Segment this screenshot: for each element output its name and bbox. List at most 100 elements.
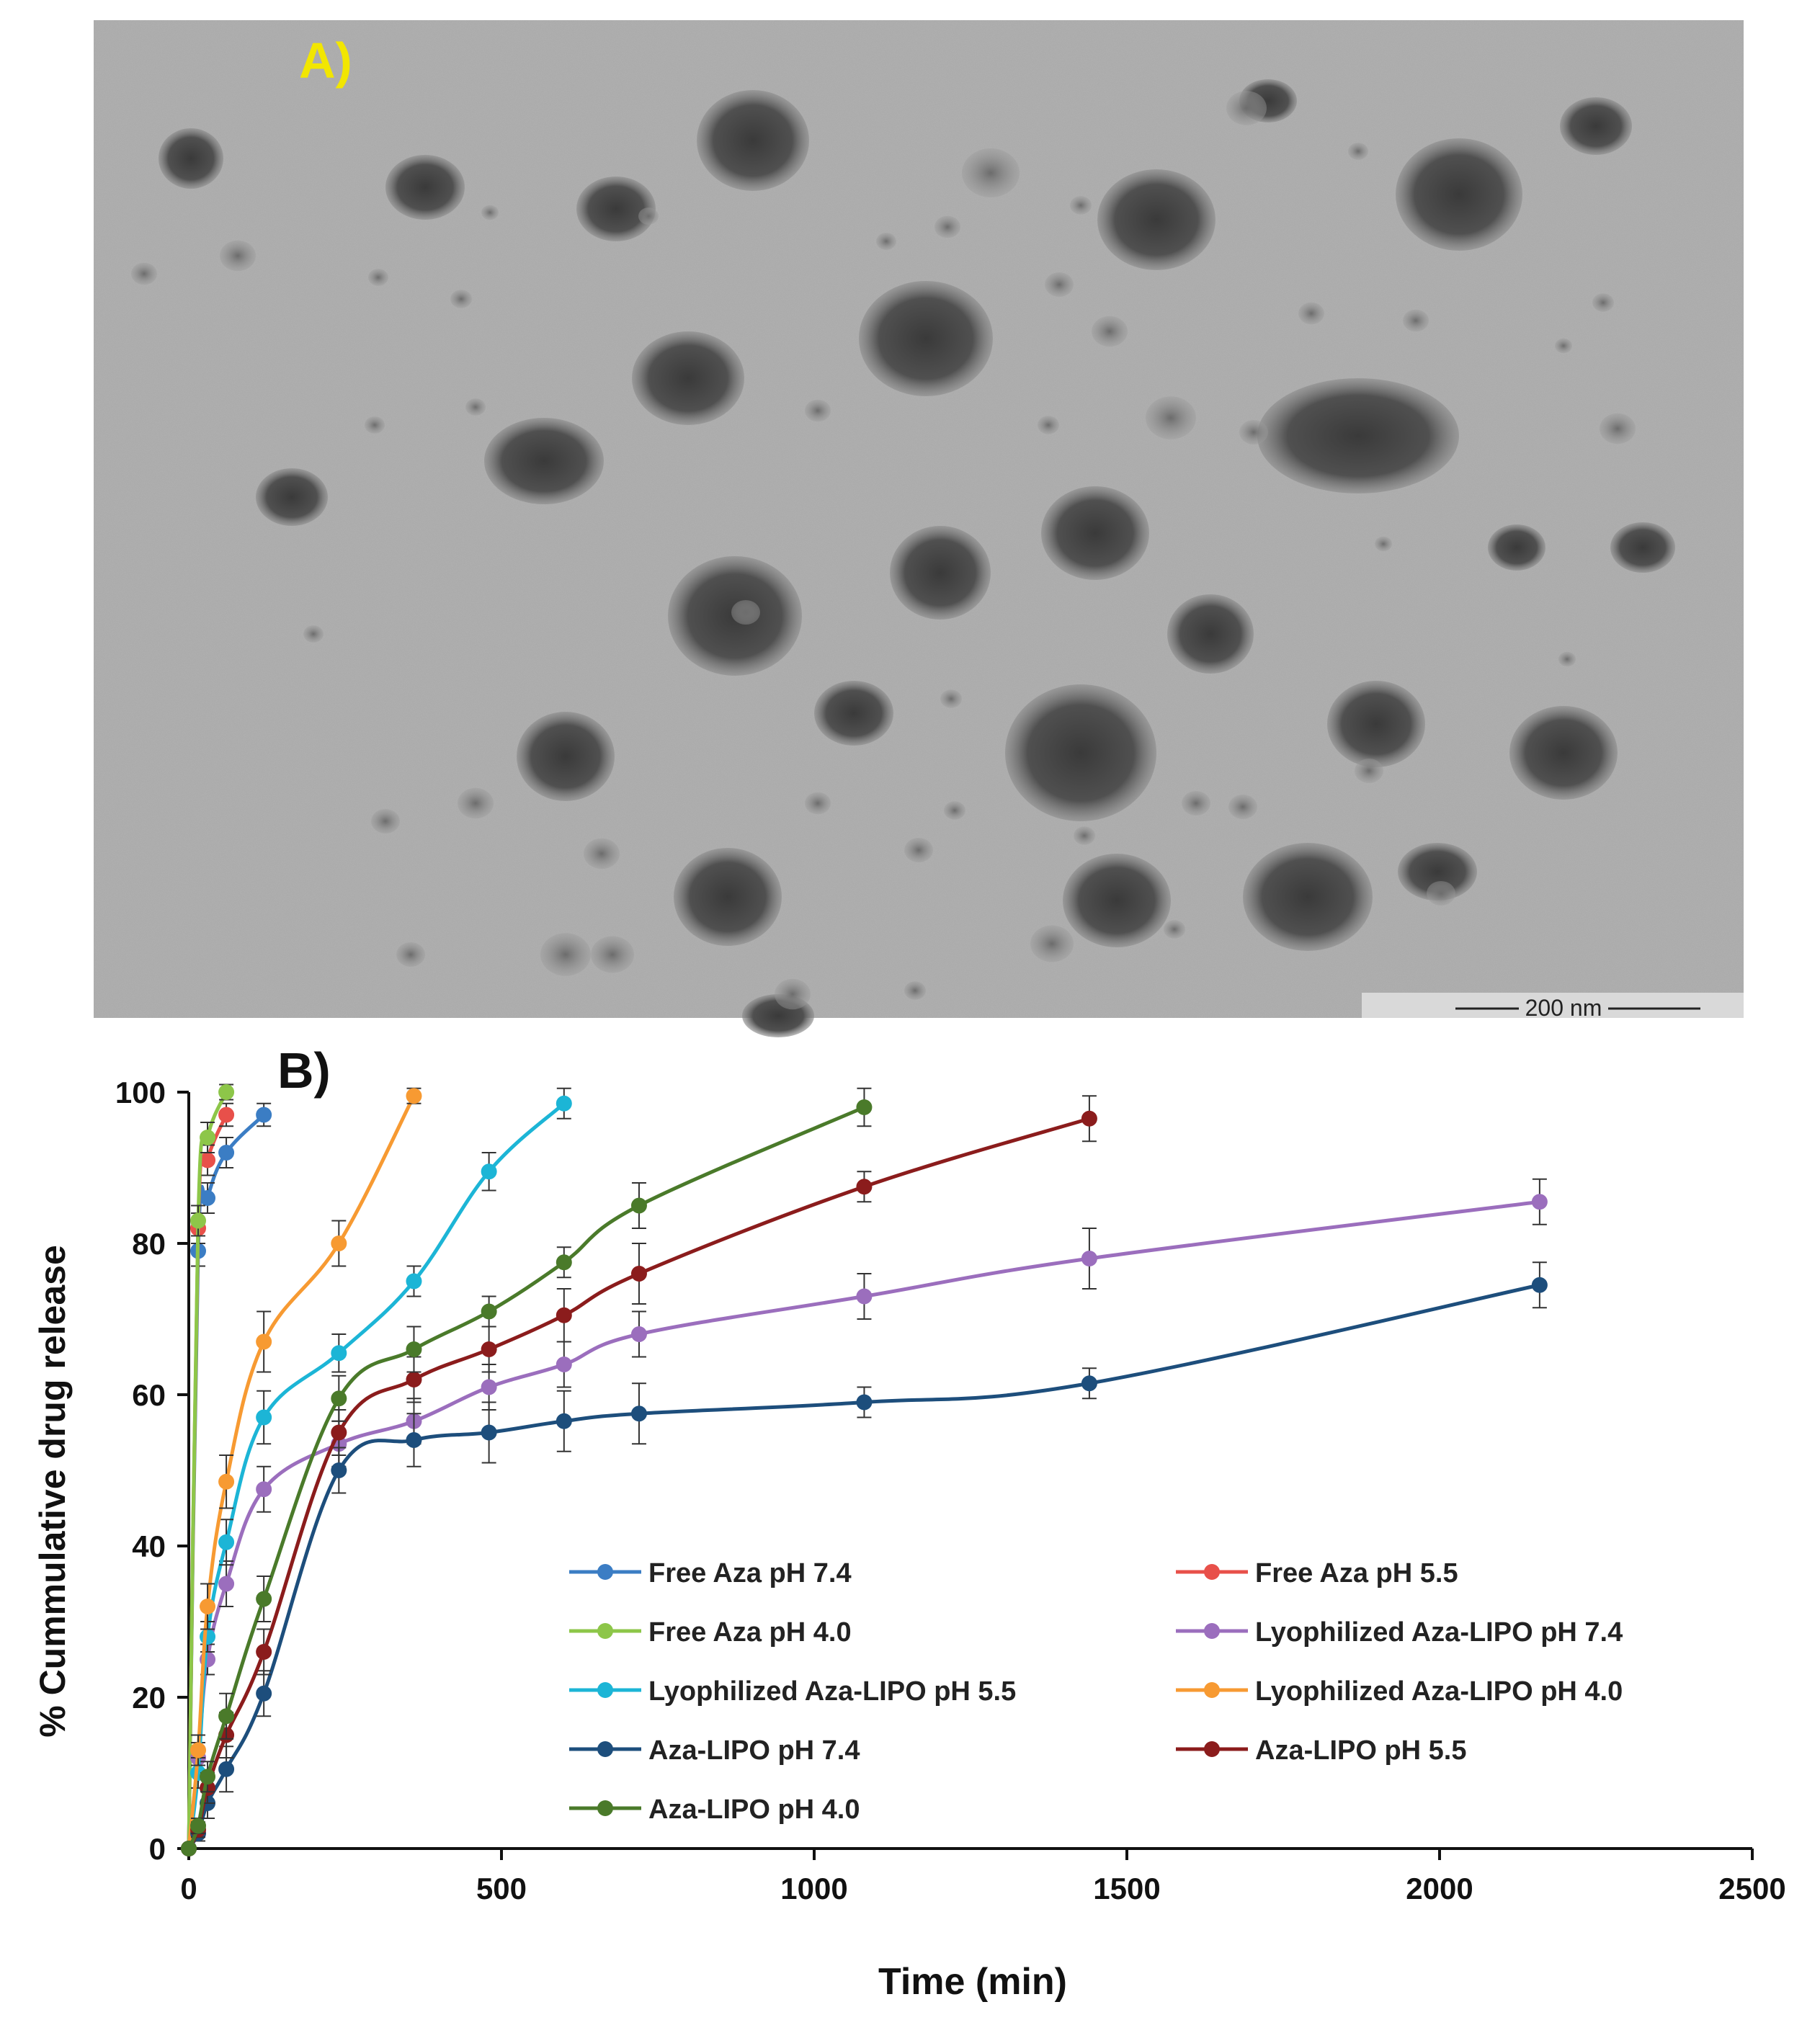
data-point: [256, 1409, 272, 1426]
data-point: [481, 1163, 497, 1180]
data-point: [406, 1273, 422, 1290]
data-point: [190, 1818, 207, 1834]
small-nanoparticle: [220, 240, 256, 272]
data-point: [331, 1390, 347, 1407]
data-point: [218, 1084, 235, 1100]
small-nanoparticle: [365, 416, 385, 434]
data-point: [556, 1095, 572, 1112]
large-nanoparticle: [1396, 138, 1522, 251]
small-nanoparticle: [1146, 396, 1196, 439]
large-nanoparticle: [859, 281, 993, 396]
data-point: [630, 1197, 647, 1214]
data-point: [331, 1462, 347, 1478]
large-nanoparticle: [1167, 594, 1254, 674]
legend-label: Lyophilized Aza-LIPO pH 5.5: [648, 1676, 1016, 1707]
data-point: [481, 1303, 497, 1320]
data-point: [218, 1473, 235, 1490]
y-tick-label: 20: [132, 1681, 166, 1715]
small-nanoparticle: [775, 978, 811, 1010]
data-point: [331, 1345, 347, 1362]
data-point: [406, 1432, 422, 1448]
data-point: [1081, 1251, 1097, 1266]
small-nanoparticle: [876, 233, 896, 250]
large-nanoparticle: [1243, 843, 1373, 951]
data-point: [218, 1534, 235, 1550]
data-point: [630, 1266, 647, 1282]
large-nanoparticle: [1327, 681, 1425, 767]
small-nanoparticle: [1228, 795, 1257, 819]
small-nanoparticle: [1298, 302, 1324, 325]
small-nanoparticle: [1038, 416, 1059, 434]
data-point: [406, 1088, 422, 1104]
large-nanoparticle: [1610, 522, 1675, 573]
large-nanoparticle: [1041, 486, 1149, 580]
x-tick-label: 1500: [1093, 1872, 1160, 1905]
large-nanoparticle: [484, 418, 604, 504]
data-point: [856, 1394, 873, 1411]
y-tick-label: 100: [115, 1076, 166, 1109]
data-point: [200, 1152, 216, 1168]
large-nanoparticle: [814, 681, 893, 746]
legend-label: Aza-LIPO pH 4.0: [648, 1795, 860, 1825]
series-9: [181, 1087, 873, 1856]
data-point: [200, 1769, 216, 1785]
small-nanoparticle: [1355, 759, 1383, 783]
legend-swatch-marker: [1204, 1564, 1220, 1580]
legend-label: Lyophilized Aza-LIPO pH 4.0: [1255, 1676, 1623, 1707]
small-nanoparticle: [962, 148, 1020, 197]
data-point: [190, 1742, 207, 1758]
series-7: [181, 1261, 1548, 1856]
legend-item: Free Aza pH 5.5: [1176, 1558, 1458, 1588]
legend-item: Aza-LIPO pH 7.4: [569, 1735, 860, 1766]
data-point: [481, 1341, 497, 1357]
legend-swatch-marker: [1204, 1741, 1220, 1757]
x-tick-label: 0: [180, 1872, 197, 1905]
small-nanoparticle: [371, 809, 400, 834]
legend-label: Aza-LIPO pH 7.4: [648, 1735, 860, 1766]
small-nanoparticle: [904, 981, 926, 1000]
data-point: [556, 1413, 572, 1429]
small-nanoparticle: [940, 689, 962, 708]
data-point: [218, 1708, 235, 1725]
small-nanoparticle: [368, 269, 388, 286]
large-nanoparticle: [674, 848, 782, 946]
large-nanoparticle: [1488, 524, 1545, 571]
small-nanoparticle: [540, 933, 591, 976]
small-nanoparticle: [450, 290, 472, 308]
panel-a-micrograph: A) 200 nm: [94, 20, 1744, 1037]
small-nanoparticle: [481, 205, 499, 220]
data-point: [218, 1761, 235, 1777]
small-nanoparticle: [805, 399, 831, 422]
legend-label: Aza-LIPO pH 5.5: [1255, 1735, 1467, 1766]
small-nanoparticle: [1074, 826, 1095, 845]
legend-item: Aza-LIPO pH 4.0: [569, 1795, 860, 1825]
data-point: [1081, 1375, 1097, 1392]
large-nanoparticle: [576, 176, 656, 241]
data-point: [406, 1341, 422, 1357]
small-nanoparticle: [731, 600, 760, 625]
large-nanoparticle: [385, 155, 465, 220]
large-nanoparticle: [1005, 684, 1156, 821]
data-point: [1081, 1110, 1097, 1127]
large-nanoparticle: [1398, 843, 1477, 900]
x-tick-label: 2000: [1406, 1872, 1473, 1905]
legend-label: Free Aza pH 7.4: [648, 1558, 852, 1588]
data-point: [256, 1644, 272, 1660]
data-point: [1531, 1277, 1548, 1293]
data-point: [200, 1629, 216, 1645]
large-nanoparticle: [159, 128, 223, 189]
small-nanoparticle: [1164, 920, 1185, 939]
legend-swatch-marker: [1204, 1682, 1220, 1698]
small-nanoparticle: [1558, 651, 1576, 667]
legend-swatch-marker: [597, 1800, 613, 1816]
small-nanoparticle: [1403, 309, 1429, 332]
data-point: [190, 1212, 207, 1229]
data-point: [256, 1107, 272, 1123]
legend-item: Lyophilized Aza-LIPO pH 7.4: [1176, 1617, 1623, 1648]
data-point: [181, 1841, 197, 1856]
y-axis-label: % Cummulative drug release: [32, 1245, 73, 1738]
data-point: [200, 1130, 216, 1145]
legend-label: Free Aza pH 5.5: [1255, 1558, 1458, 1588]
panel-b-label: B): [277, 1042, 331, 1099]
legend-label: Lyophilized Aza-LIPO pH 7.4: [1255, 1617, 1623, 1648]
